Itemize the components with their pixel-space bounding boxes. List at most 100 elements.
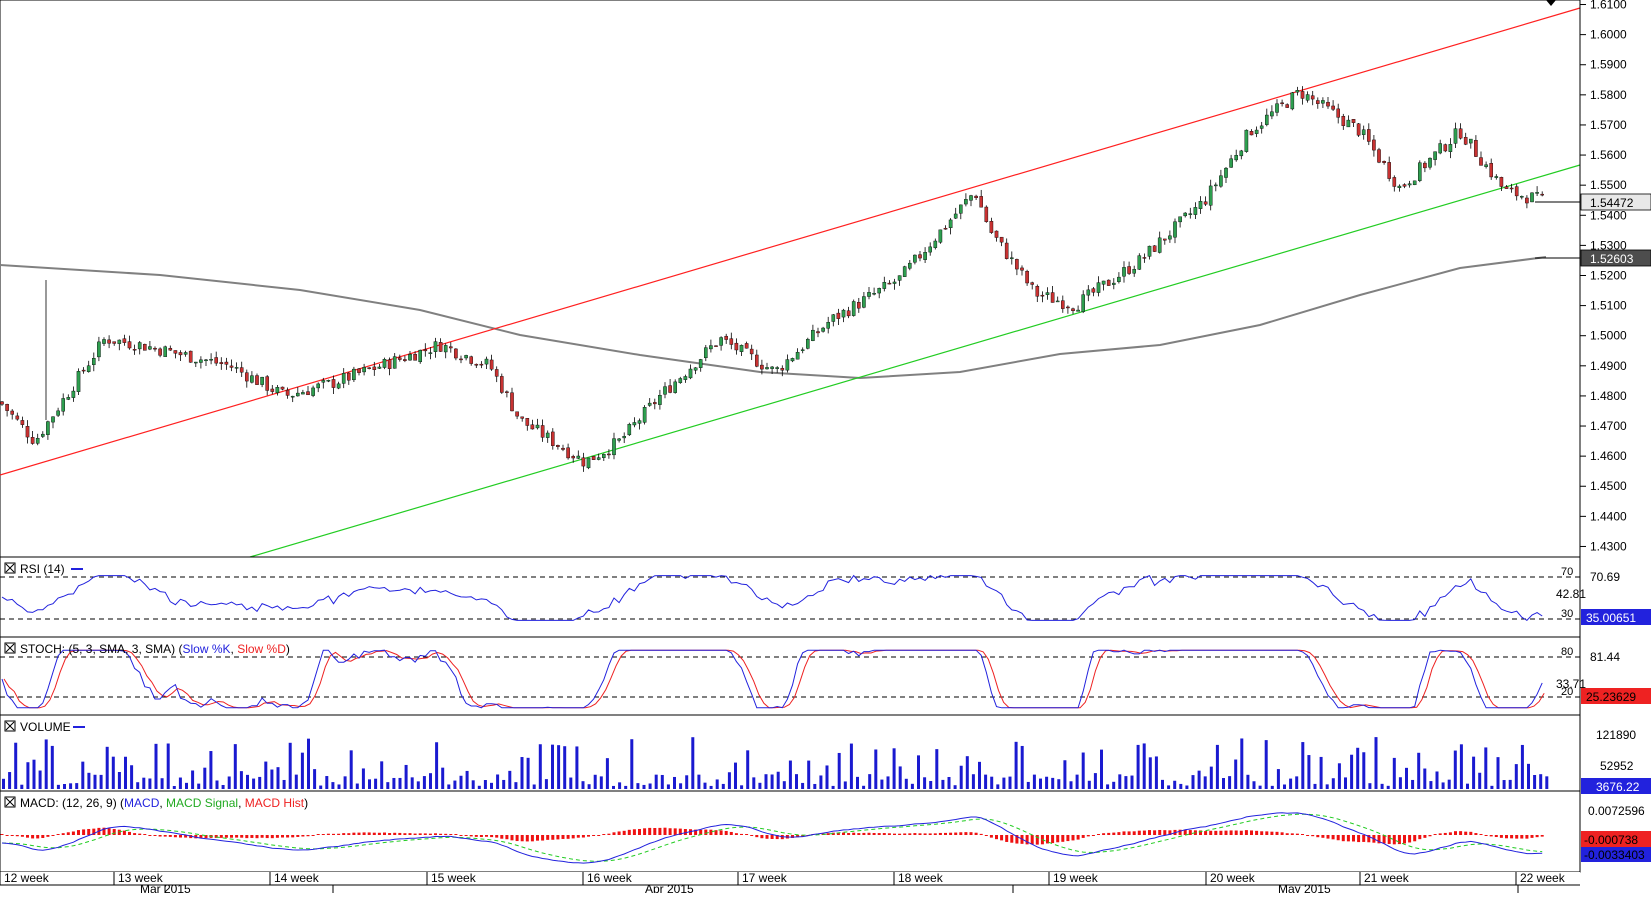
- rsi-current-label: 35.00651: [1586, 611, 1636, 625]
- volume-panel[interactable]: VOLUME 121890 52952 3676.22: [0, 714, 1651, 794]
- stoch-panel[interactable]: 80 20 STOCH: (5, 3, SMA, 3, SMA) (Slow %…: [0, 636, 1651, 716]
- volume-bar: [368, 779, 371, 789]
- macd-signal-line: [1, 813, 1543, 862]
- rsi-panel[interactable]: 70 30 RSI (14) 70.69 42.81 35.00651: [0, 556, 1651, 638]
- macd-hist-bar: [969, 832, 973, 835]
- candle: [1030, 281, 1034, 290]
- macd-hist-bar: [41, 835, 45, 838]
- candle: [1310, 90, 1315, 106]
- macd-hist-bar: [245, 835, 249, 839]
- rsi-line: [1, 574, 1543, 622]
- macd-hist-bar: [1076, 835, 1080, 840]
- volume-bar: [1246, 774, 1250, 789]
- macd-hist-bar: [444, 833, 448, 835]
- macd-hist-bar: [1046, 835, 1049, 844]
- volume-bar: [959, 765, 963, 789]
- volume-bar: [441, 767, 445, 789]
- week-label: 19 week: [1053, 871, 1099, 885]
- week-label: 16 week: [587, 871, 633, 885]
- macd-panel[interactable]: MACD: (12, 26, 9) (MACD, MACD Signal, MA…: [0, 790, 1651, 873]
- candle: [561, 444, 565, 452]
- candle: [1122, 261, 1126, 283]
- candle: [719, 336, 723, 351]
- volume-bar: [679, 783, 683, 789]
- volume-bar: [1228, 776, 1232, 789]
- volume-bar: [1539, 774, 1543, 789]
- volume-bar: [563, 746, 567, 789]
- volume-bar: [813, 783, 817, 789]
- volume-bar: [660, 774, 664, 789]
- macd-hist-bar: [796, 835, 800, 838]
- volume-bar: [416, 781, 420, 789]
- candle: [1397, 184, 1402, 192]
- macd-hist-bar: [836, 832, 840, 835]
- price-panel[interactable]: [0, 0, 1581, 558]
- candle: [1066, 305, 1070, 314]
- price-tick-label: 1.5300: [1590, 238, 1627, 252]
- macd-hist-bar: [107, 828, 111, 835]
- stoch-slow-k-line: [1, 649, 1543, 709]
- volume-bar: [1032, 774, 1036, 789]
- volume-bar: [93, 774, 97, 789]
- candle: [474, 363, 479, 369]
- volume-bar: [1167, 785, 1171, 789]
- macd-hist-bar: [842, 832, 845, 835]
- volume-bar: [398, 777, 402, 789]
- volume-bar: [831, 785, 835, 789]
- upper-channel-line[interactable]: [0, 7, 1581, 476]
- price-tick-label: 1.4600: [1590, 449, 1627, 463]
- candle: [1280, 99, 1284, 107]
- candle: [387, 357, 392, 376]
- rsi-axis-mid: 42.81: [1556, 587, 1586, 601]
- macd-hist-bar: [1239, 830, 1243, 835]
- candle: [943, 225, 948, 230]
- candle: [66, 394, 71, 401]
- volume-axis-top: 121890: [1596, 728, 1636, 742]
- macd-hist-bar: [1061, 835, 1065, 842]
- candle: [403, 355, 407, 363]
- volume-bar: [801, 782, 805, 789]
- volume-bar: [1472, 756, 1476, 789]
- volume-bar: [1520, 744, 1524, 789]
- candle: [693, 367, 698, 375]
- macd-hist-bar: [724, 830, 728, 835]
- volume-bar: [703, 782, 707, 789]
- volume-bar: [258, 776, 262, 789]
- candle: [581, 452, 586, 472]
- macd-hist-bar: [1423, 835, 1427, 838]
- volume-bar: [44, 739, 48, 789]
- macd-hist-bar: [638, 828, 641, 835]
- candle: [872, 287, 876, 296]
- macd-hist-bar: [1418, 835, 1422, 840]
- macd-hist-bar: [750, 835, 754, 836]
- candle: [658, 389, 662, 410]
- candle: [770, 366, 774, 375]
- candle: [1382, 160, 1386, 165]
- macd-hist-bar: [877, 833, 881, 835]
- volume-bar: [81, 761, 85, 789]
- macd-hist-bar: [71, 831, 75, 835]
- candle: [688, 364, 693, 380]
- lower-channel-line[interactable]: [249, 164, 1581, 558]
- candle: [153, 346, 157, 352]
- candle: [1219, 169, 1223, 188]
- macd-hist-bar: [1112, 832, 1116, 835]
- volume-bar: [544, 779, 548, 789]
- ma-price-label: 1.52603: [1590, 252, 1634, 266]
- macd-hist-bar: [117, 829, 121, 835]
- volume-bar: [386, 782, 390, 789]
- price-tick-label: 1.6100: [1590, 0, 1627, 12]
- candle: [97, 336, 101, 362]
- volume-bar: [404, 764, 408, 789]
- macd-hist-bar: [1178, 829, 1182, 835]
- macd-hist-bar: [1086, 835, 1090, 837]
- candle: [540, 419, 545, 442]
- price-axis: 1.6100 1.6000 1.5900 1.5800 1.5700 1.5600 1.55…: [1579, 0, 1651, 872]
- volume-bar: [618, 782, 622, 789]
- macd-hist-bar: [408, 833, 412, 835]
- macd-hist-bar: [56, 834, 60, 835]
- candle: [551, 428, 555, 450]
- candle: [1387, 156, 1391, 182]
